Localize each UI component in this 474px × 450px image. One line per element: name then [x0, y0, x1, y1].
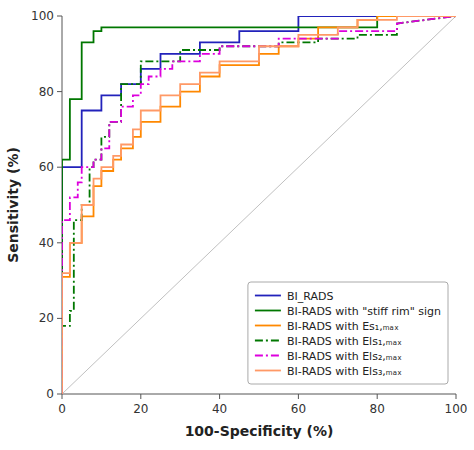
chart: 0 20 40 60 80 100 0 20 40 60 80 100 100-Specificity …: [0, 0, 474, 450]
y-tick-label: 40: [39, 236, 54, 250]
legend-box: [248, 282, 448, 384]
legend-swatch: [255, 310, 281, 312]
y-tick: [57, 91, 62, 92]
legend-swatch: [255, 340, 281, 342]
legend-swatch: [255, 355, 281, 357]
y-tick-label: 0: [46, 387, 54, 401]
legend-label: BI-RADS with Es₁,ₘₐₓ: [287, 320, 399, 333]
y-tick: [57, 318, 62, 319]
legend-swatch: [255, 325, 281, 327]
y-tick: [57, 242, 62, 243]
y-tick-label: 80: [39, 85, 54, 99]
x-tick-label: 60: [291, 402, 306, 416]
y-tick-label: 100: [31, 9, 54, 23]
y-tick: [57, 16, 62, 17]
roc-curve: [62, 16, 456, 394]
legend-label: BI-RADS with Els₃,ₘₐₓ: [287, 365, 402, 378]
legend-swatch: [255, 370, 281, 372]
x-tick: [298, 394, 299, 399]
roc-curve: [62, 16, 456, 394]
y-axis-label: Sensitivity (%): [5, 147, 21, 263]
x-tick: [62, 394, 63, 399]
x-tick-label: 100: [445, 402, 468, 416]
y-tick: [57, 394, 62, 395]
roc-curve: [62, 16, 456, 394]
reference-line: [62, 16, 456, 394]
legend-swatch: [255, 295, 281, 297]
legend-label: BI_RADS: [287, 290, 333, 303]
x-tick-label: 80: [370, 402, 385, 416]
x-axis-label: 100-Specificity (%): [185, 423, 334, 439]
x-axis-line: [62, 394, 456, 395]
roc-curve: [62, 16, 456, 394]
plot-area: [62, 16, 456, 394]
y-tick-label: 60: [39, 160, 54, 174]
x-tick-label: 40: [212, 402, 227, 416]
legend-label: BI-RADS with "stiff rim" sign: [287, 305, 441, 318]
legend-label: BI-RADS with Els₂,ₘₐₓ: [287, 350, 402, 363]
x-tick: [140, 394, 141, 399]
legend-label: BI-RADS with Els₁,ₘₐₓ: [287, 335, 402, 348]
roc-curve: [62, 16, 456, 394]
x-tick: [219, 394, 220, 399]
x-tick-label: 20: [133, 402, 148, 416]
y-tick-label: 20: [39, 311, 54, 325]
x-tick: [456, 394, 457, 399]
y-tick: [57, 167, 62, 168]
legend: BI_RADS BI-RADS with "stiff rim" sign BI-R…: [248, 282, 448, 384]
axes: 0 20 40 60 80 100 0 20 40 60 80 100: [31, 9, 467, 416]
roc-curve: [62, 16, 456, 394]
x-tick: [377, 394, 378, 399]
x-tick-label: 0: [58, 402, 66, 416]
